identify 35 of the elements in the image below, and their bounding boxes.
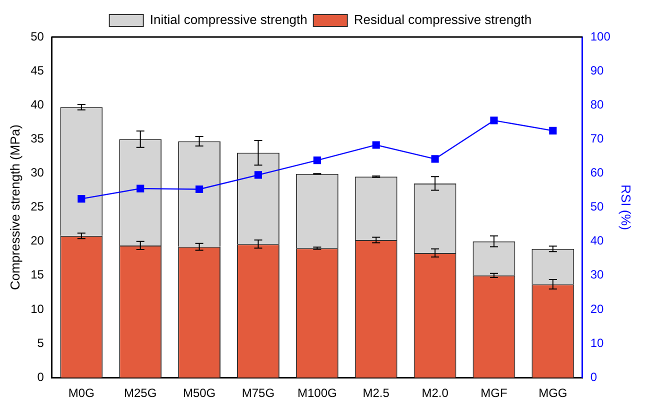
y2-tick-label: 80 [590,97,604,112]
y2-tick-label: 90 [590,63,604,78]
y-tick-label: 10 [30,302,44,316]
y2-tick-label: 40 [590,234,604,248]
y2-tick-label: 10 [590,336,604,350]
y-tick-label: 35 [30,131,44,146]
x-tick-label: MGF [480,386,508,400]
y2-tick-label: 50 [590,200,604,214]
y-tick-label: 5 [37,336,44,350]
x-tick-label: M25G [124,386,157,400]
y-tick-label: 15 [30,268,44,282]
y2-tick-label: 70 [590,131,604,146]
x-tick-label: M75G [242,386,275,400]
y2-tick-label: 20 [590,302,604,316]
x-tick-label: MGG [538,386,568,400]
y-tick-label: 25 [30,200,44,214]
y-tick-label: 40 [30,97,44,112]
y2-axis-title: RSI (%) [618,184,634,230]
y2-tick-label: 0 [590,370,598,384]
x-tick-label: M50G [182,386,216,400]
x-tick-label: M100G [297,386,337,400]
x-tick-label: M2.5 [362,386,390,400]
y-tick-label: 30 [30,166,44,180]
y-tick-label: 0 [37,370,44,384]
y-tick-label: 50 [30,29,44,44]
y2-tick-label: 30 [590,268,604,282]
y2-tick-label: 100 [590,29,611,44]
legend-label: Initial compressive strength [150,12,308,28]
y-tick-label: 20 [30,234,44,248]
y-axis-title: Compressive strength (MPa) [7,124,22,290]
legend-label: Residual compressive strength [354,12,532,28]
x-tick-label: M2.0 [422,386,449,400]
y-tick-label: 45 [30,63,44,78]
y2-tick-label: 60 [590,166,604,180]
x-tick-label: M0G [68,386,94,400]
